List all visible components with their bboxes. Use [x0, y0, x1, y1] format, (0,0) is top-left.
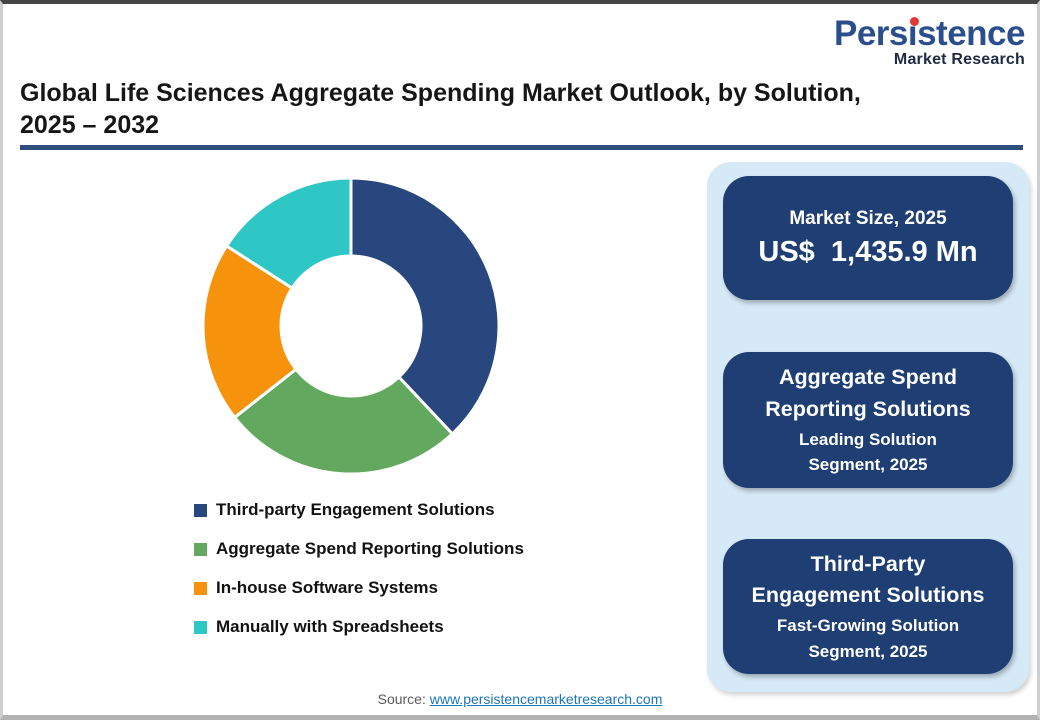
fast-growing-segment-card: Third-Party Engagement Solutions Fast-Gr…: [723, 539, 1013, 674]
fast-growing-subtitle: Fast-Growing Solution Segment, 2025: [777, 613, 959, 664]
leading-segment-card: Aggregate Spend Reporting Solutions Lead…: [723, 352, 1013, 488]
donut-chart-svg: [201, 176, 501, 476]
legend-item-3: In-house Software Systems: [194, 578, 524, 598]
legend-label: Third-party Engagement Solutions: [216, 500, 495, 519]
brand-name-text: Persistence: [833, 14, 1026, 53]
legend-swatch-icon: [194, 503, 207, 517]
market-size-value: US$ 1,435.9 Mn: [758, 235, 978, 268]
leading-title-line2: Reporting Solutions: [765, 396, 971, 421]
market-size-card: Market Size, 2025 US$ 1,435.9 Mn: [723, 176, 1013, 300]
legend-label: In-house Software Systems: [216, 578, 439, 597]
page-title-line1: Global Life Sciences Aggregate Spending …: [20, 79, 861, 107]
fast-growing-title-line1: Third-Party: [810, 551, 926, 576]
fast-growing-sub-line1: Fast-Growing Solution: [776, 616, 960, 636]
legend-label: Aggregate Spend Reporting Solutions: [216, 539, 524, 558]
legend-item-2: Aggregate Spend Reporting Solutions: [194, 539, 524, 559]
donut-chart: [191, 166, 511, 486]
legend-item-4: Manually with Spreadsheets: [194, 617, 524, 637]
brand-logo: Persistence Market Research: [833, 14, 1026, 68]
legend-swatch-icon: [194, 542, 207, 556]
fast-growing-sub-line2: Segment, 2025: [808, 641, 928, 661]
highlights-panel: Market Size, 2025 US$ 1,435.9 Mn Aggrega…: [707, 162, 1029, 692]
brand-name: Persistence: [833, 14, 1026, 53]
page-title: Global Life Sciences Aggregate Spending …: [20, 77, 1010, 141]
chart-legend: Third-party Engagement Solutions Aggregat…: [194, 500, 524, 656]
donut-segment-3: [201, 244, 298, 419]
leading-sub-line2: Segment, 2025: [808, 455, 928, 475]
leading-segment-title: Aggregate Spend Reporting Solutions: [765, 362, 970, 424]
brand-red-dot-icon: [909, 17, 919, 26]
donut-segment-2: [233, 367, 454, 476]
legend-swatch-icon: [194, 581, 207, 595]
brand-tagline: Market Research: [893, 51, 1025, 68]
leading-segment-subtitle: Leading Solution Segment, 2025: [799, 427, 937, 478]
leading-title-line1: Aggregate Spend: [779, 365, 957, 390]
market-size-title: Market Size, 2025: [789, 207, 947, 229]
donut-segment-1: [349, 176, 501, 436]
donut-segment-4: [225, 176, 353, 290]
source-line: Source: www.persistencemarketresearch.co…: [3, 691, 1037, 707]
fast-growing-title-line2: Engagement Solutions: [751, 583, 985, 607]
legend-item-1: Third-party Engagement Solutions: [194, 500, 524, 520]
page-title-line2: 2025 – 2032: [20, 111, 160, 139]
fast-growing-title: Third-Party Engagement Solutions: [752, 549, 985, 611]
legend-swatch-icon: [194, 620, 207, 634]
source-link[interactable]: www.persistencemarketresearch.com: [429, 691, 663, 707]
leading-sub-line1: Leading Solution: [799, 429, 937, 449]
source-label: Source:: [377, 691, 426, 707]
title-underline: [20, 145, 1023, 150]
legend-label: Manually with Spreadsheets: [216, 617, 444, 636]
